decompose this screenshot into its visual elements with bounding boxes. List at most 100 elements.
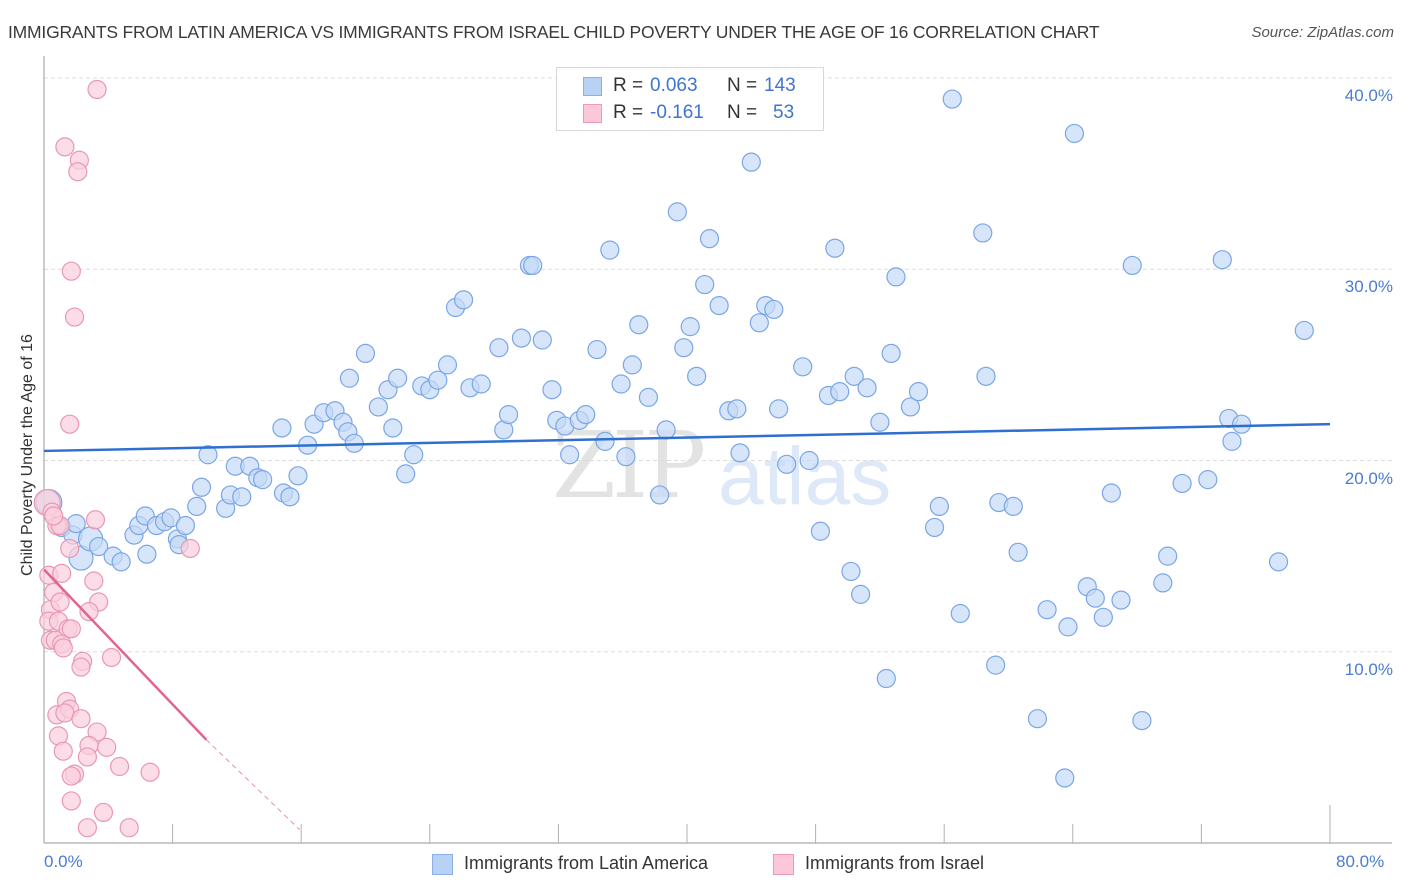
data-point <box>388 368 408 388</box>
chart-title: IMMIGRANTS FROM LATIN AMERICA VS IMMIGRA… <box>8 22 1100 42</box>
data-point <box>950 603 970 624</box>
data-point <box>1268 552 1289 572</box>
data-point <box>55 137 75 157</box>
data-point <box>844 366 864 386</box>
data-point <box>976 366 996 386</box>
data-point <box>53 741 73 761</box>
data-point <box>1198 470 1218 490</box>
data-point <box>498 405 519 425</box>
trend-lines <box>43 422 1331 830</box>
data-point <box>61 791 81 811</box>
data-point <box>1055 768 1075 788</box>
data-point <box>542 380 562 400</box>
data-point <box>1085 588 1105 608</box>
data-point <box>137 544 157 564</box>
data-point <box>695 274 715 295</box>
data-point <box>1122 255 1142 276</box>
data-point <box>119 818 139 838</box>
data-point <box>611 374 631 394</box>
bottom-legend-label: Immigrants from Israel <box>805 853 985 873</box>
y-tick-label: 40.0% <box>1344 86 1393 105</box>
bottom-legend-label: Immigrants from Latin America <box>464 853 709 873</box>
data-point <box>900 397 921 417</box>
trend-line-israel <box>43 568 208 741</box>
data-point <box>1172 473 1192 494</box>
data-point <box>232 487 252 507</box>
data-point <box>587 339 607 360</box>
data-point <box>437 355 458 375</box>
data-point <box>101 647 122 668</box>
data-point <box>355 343 376 363</box>
data-point <box>1064 123 1085 144</box>
data-point <box>687 366 707 386</box>
data-point <box>79 601 99 622</box>
data-point <box>511 328 532 348</box>
data-point <box>253 470 273 490</box>
data-point <box>272 418 292 438</box>
data-point <box>84 571 104 591</box>
x-tick-label-min: 0.0% <box>44 852 83 871</box>
series-israel <box>33 79 200 838</box>
bottom-legend-swatch-latin-america <box>432 854 453 875</box>
bottom-legend-swatch-israel <box>773 854 794 875</box>
data-point <box>830 382 850 402</box>
data-point <box>97 737 117 757</box>
data-point <box>60 538 80 559</box>
data-point <box>66 514 86 534</box>
y-tick-label: 30.0% <box>1344 277 1393 297</box>
data-point <box>471 374 491 394</box>
data-point <box>140 762 160 782</box>
data-point <box>198 445 218 465</box>
data-point <box>383 418 403 438</box>
data-point <box>881 343 901 363</box>
data-point <box>288 466 308 486</box>
data-point <box>857 378 877 398</box>
data-point <box>600 240 620 260</box>
data-point <box>77 747 98 767</box>
data-point <box>61 619 81 639</box>
data-point <box>93 802 114 823</box>
data-point <box>180 538 200 559</box>
legend-n-value: 53 <box>773 102 795 123</box>
legend-r-label: R = <box>613 102 644 123</box>
data-point <box>730 443 750 463</box>
data-point <box>1132 710 1152 731</box>
data-point <box>851 584 871 604</box>
correlation-legend: R = 0.063 N = 143 R = -0.161 N = 53 <box>556 67 824 131</box>
data-point <box>741 152 761 172</box>
y-tick-label: 10.0% <box>1344 659 1393 679</box>
data-point <box>53 638 73 658</box>
data-point <box>89 536 109 557</box>
data-point <box>616 447 636 467</box>
data-point <box>187 496 207 516</box>
data-point <box>799 450 819 471</box>
data-point <box>60 414 80 434</box>
series-latin-america <box>35 89 1314 788</box>
data-point <box>680 317 700 337</box>
source-label: Source: ZipAtlas.com <box>1251 24 1394 41</box>
data-point <box>453 290 474 310</box>
data-point <box>667 202 687 222</box>
data-point <box>674 338 694 358</box>
data-point <box>810 521 831 541</box>
data-point <box>111 552 131 572</box>
data-point <box>1101 483 1121 503</box>
data-point <box>727 399 747 419</box>
legend-swatch-latin-america <box>583 77 602 96</box>
data-point <box>77 818 98 838</box>
data-point <box>924 517 945 538</box>
data-point <box>71 657 91 677</box>
data-point <box>1212 250 1232 270</box>
trend-line-israel-extension <box>206 739 300 830</box>
data-point <box>489 338 509 358</box>
data-point <box>870 412 890 432</box>
data-point <box>699 229 720 249</box>
data-point <box>638 387 659 407</box>
data-point <box>622 355 642 375</box>
data-point <box>1093 607 1113 627</box>
data-point <box>876 668 896 689</box>
data-point <box>1008 542 1028 562</box>
y-tick-label: 20.0% <box>1344 468 1393 488</box>
data-point <box>1231 414 1252 434</box>
trend-line-latin-america <box>43 422 1331 453</box>
